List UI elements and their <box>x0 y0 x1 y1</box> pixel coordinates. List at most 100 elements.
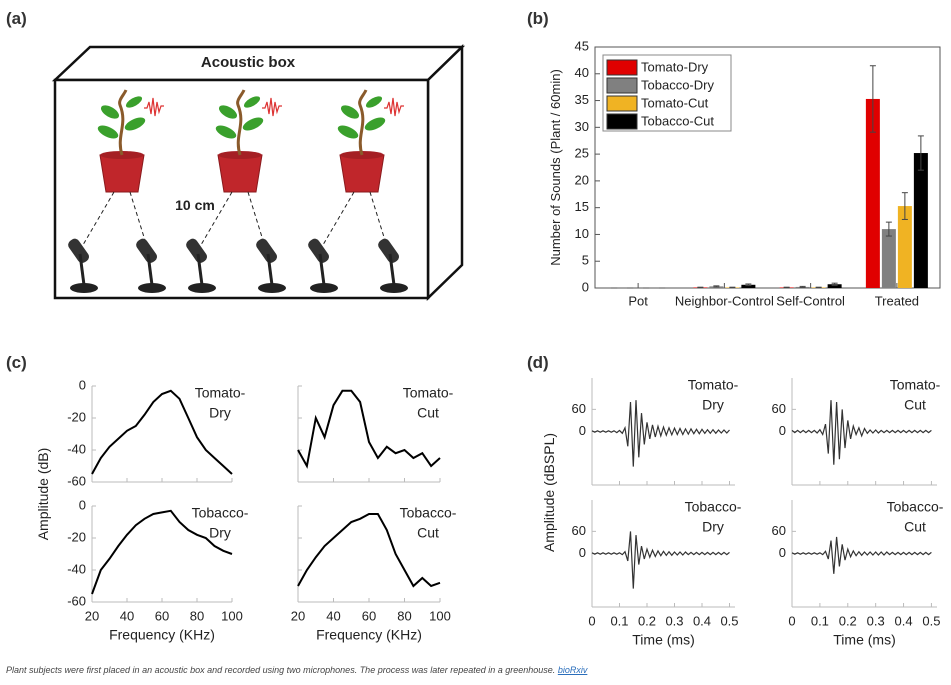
x-tick-label: 60 <box>155 608 169 623</box>
bar <box>865 98 880 289</box>
y-tick-label: 0 <box>79 377 86 392</box>
plot-label: Tomato- <box>688 377 739 393</box>
plot-label: Dry <box>209 405 231 421</box>
y-tick-label: 0 <box>579 545 586 560</box>
x-tick-label: 0.4 <box>693 613 711 628</box>
error-bar <box>713 285 720 288</box>
legend-label: Tomato-Dry <box>641 59 709 74</box>
plot-label: Cut <box>904 397 926 413</box>
legend-swatch <box>606 77 638 94</box>
y-tick-label: 40 <box>575 65 589 80</box>
signal-line <box>791 400 932 465</box>
x-tick-label: Treated <box>875 293 919 308</box>
caption: Plant subjects were first placed in an a… <box>6 665 587 675</box>
plot-label: Cut <box>417 525 439 541</box>
x-tick-label: 0.2 <box>839 613 857 628</box>
x-tick-label: 100 <box>429 608 451 623</box>
y-axis-label: Number of Sounds (Plant / 60min) <box>548 69 563 266</box>
panel-label: (d) <box>527 353 549 372</box>
legend-label: Tobacco-Dry <box>641 77 714 92</box>
bar <box>827 284 842 288</box>
x-tick-label: 0.3 <box>665 613 683 628</box>
source-link[interactable]: bioRxiv <box>557 665 588 675</box>
x-axis-label: Frequency (KHz) <box>109 627 215 643</box>
y-tick-label: -20 <box>67 409 86 424</box>
x-tick-label: 20 <box>85 608 99 623</box>
legend-swatch <box>606 113 638 130</box>
y-tick-label: 25 <box>575 146 589 161</box>
error-bar <box>745 283 752 287</box>
y-tick-label: -60 <box>67 593 86 608</box>
plot-label: Tobacco- <box>192 505 249 521</box>
x-axis-label: Time (ms) <box>632 632 694 648</box>
x-tick-label: 0.5 <box>922 613 940 628</box>
signal-line <box>91 509 233 595</box>
x-tick-label: 60 <box>362 608 376 623</box>
x-tick-label: 80 <box>397 608 411 623</box>
y-tick-label: 0 <box>582 279 589 294</box>
y-tick-label: 0 <box>79 497 86 512</box>
plot-label: Tomato- <box>403 385 454 401</box>
y-tick-label: 5 <box>582 253 589 268</box>
signal-line <box>591 400 730 467</box>
panel-label: (b) <box>527 9 549 28</box>
error-bar <box>783 286 790 289</box>
y-tick-label: 0 <box>779 545 786 560</box>
y-tick-label: 30 <box>575 119 589 134</box>
plot-label: Tobacco- <box>685 499 742 515</box>
x-tick-label: 0.4 <box>894 613 912 628</box>
x-tick-label: 40 <box>326 608 340 623</box>
y-tick-label: -20 <box>67 529 86 544</box>
x-tick-label: Neighbor-Control <box>675 293 774 308</box>
error-bar <box>831 282 838 286</box>
plot-label: Dry <box>702 397 724 413</box>
signal-line <box>297 513 441 588</box>
y-tick-label: 10 <box>575 226 589 241</box>
y-tick-label: -40 <box>67 561 86 576</box>
x-tick-label: 0.5 <box>720 613 738 628</box>
plot-label: Tobacco- <box>887 499 944 515</box>
signal-line <box>591 531 730 589</box>
error-bar <box>885 221 892 237</box>
plot-label: Dry <box>702 519 724 535</box>
box-title: Acoustic box <box>201 54 296 71</box>
bar <box>913 153 928 288</box>
plot-label: Tobacco- <box>400 505 457 521</box>
y-tick-label: 0 <box>579 423 586 438</box>
y-tick-label: 45 <box>575 38 589 53</box>
signal-line <box>91 389 233 475</box>
plot-label: Dry <box>209 525 231 541</box>
x-tick-label: 0.1 <box>811 613 829 628</box>
y-tick-label: 60 <box>772 401 786 416</box>
y-tick-label: -60 <box>67 473 86 488</box>
x-tick-label: 80 <box>190 608 204 623</box>
panel-label: (a) <box>6 9 27 28</box>
y-tick-label: 60 <box>772 523 786 538</box>
x-tick-label: 0.3 <box>867 613 885 628</box>
error-bar <box>901 192 908 220</box>
plot-label: Cut <box>904 519 926 535</box>
x-tick-label: Self-Control <box>776 293 845 308</box>
panel-label: (c) <box>6 353 27 372</box>
x-tick-label: 0 <box>788 613 795 628</box>
y-tick-label: 0 <box>779 423 786 438</box>
error-bar <box>917 135 924 171</box>
box-side <box>426 44 464 301</box>
legend-swatch <box>606 59 638 76</box>
y-tick-label: 60 <box>572 401 586 416</box>
legend-label: Tomato-Cut <box>641 95 709 110</box>
x-tick-label: Pot <box>628 293 648 308</box>
signal-line <box>791 536 932 574</box>
x-tick-label: 0 <box>588 613 595 628</box>
x-axis-label: Time (ms) <box>833 632 895 648</box>
plot-label: Tomato- <box>890 377 941 393</box>
caption-text: Plant subjects were first placed in an a… <box>6 665 556 675</box>
legend-swatch <box>606 95 638 112</box>
y-tick-label: 60 <box>572 523 586 538</box>
x-tick-label: 0.1 <box>610 613 628 628</box>
y-tick-label: -40 <box>67 441 86 456</box>
plot-area <box>594 46 941 289</box>
bar <box>897 206 912 288</box>
